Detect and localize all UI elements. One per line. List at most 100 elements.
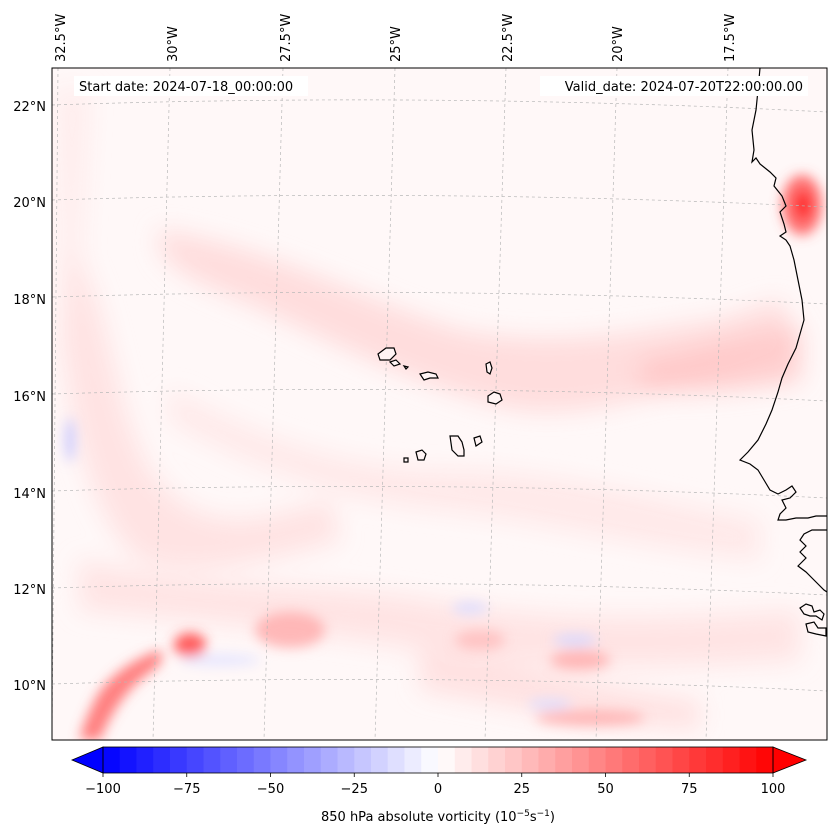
island-fogo <box>415 449 427 461</box>
colorbar-segment <box>722 747 740 773</box>
vorticity-min-2 <box>553 634 597 646</box>
vorticity-maxima <box>65 175 822 740</box>
colorbar-segment <box>471 747 489 773</box>
island-brava <box>403 457 409 463</box>
colorbar-segment <box>438 747 456 773</box>
vorticity-band-south <box>80 560 800 667</box>
colorbar-segments <box>103 747 774 773</box>
valid-date-box: Valid_date: 2024-07-20T22:00:00.00 <box>540 76 808 96</box>
colorbar-segment <box>203 747 221 773</box>
lon-label-32-5w: 32.5°W <box>54 14 69 62</box>
colorbar-segment <box>454 747 472 773</box>
island-maio <box>473 435 483 447</box>
colorbar-segment <box>421 747 439 773</box>
colorbar-segment <box>756 747 774 773</box>
colorbar-segment <box>119 747 137 773</box>
lat-label-12n: 12°N <box>13 583 46 598</box>
lat-label-14n: 14°N <box>13 487 46 502</box>
lat-label-20n: 20°N <box>13 196 46 211</box>
lat-label-16n: 16°N <box>13 390 46 405</box>
cb-tick-75: 75 <box>681 782 698 797</box>
colorbar-segment <box>538 747 556 773</box>
lat-label-18n: 18°N <box>13 293 46 308</box>
start-date-box: Start date: 2024-07-18_00:00:00 <box>74 76 308 96</box>
colorbar-segment <box>220 747 238 773</box>
vorticity-min-5 <box>180 654 260 666</box>
colorbar-segment <box>639 747 657 773</box>
colorbar-extend-min <box>70 746 104 774</box>
colorbar-segment <box>170 747 188 773</box>
cb-tick-0: 0 <box>434 782 442 797</box>
cb-tick-50: 50 <box>597 782 614 797</box>
lon-label-27-5w: 27.5°W <box>279 14 294 62</box>
vorticity-max-south-3 <box>535 710 645 726</box>
lon-label-17-5w: 17.5°W <box>723 14 738 62</box>
cb-tick-neg100: −100 <box>85 782 121 797</box>
lon-label-30w: 30°W <box>166 26 181 62</box>
cb-tick-neg50: −50 <box>257 782 284 797</box>
colorbar-segment <box>555 747 573 773</box>
cape-verde-islands <box>377 347 503 463</box>
vorticity-min-1 <box>65 418 75 462</box>
colorbar-segment <box>387 747 405 773</box>
colorbar-segment <box>588 747 606 773</box>
longitude-labels: 32.5°W 30°W 27.5°W 25°W 22.5°W 20°W 17.5… <box>54 14 738 62</box>
colorbar-segment <box>672 747 690 773</box>
map-frame <box>51 67 828 741</box>
lon-label-25w: 25°W <box>389 26 404 62</box>
colorbar-segment <box>287 747 305 773</box>
colorbar-segment <box>488 747 506 773</box>
vorticity-band-west-edge <box>55 90 90 300</box>
island-boa-vista <box>487 391 503 405</box>
coastline <box>738 68 827 637</box>
map-panel <box>52 68 827 740</box>
colorbar-segment <box>103 747 121 773</box>
vorticity-max-coast-core <box>795 191 811 219</box>
cb-tick-neg75: −75 <box>173 782 200 797</box>
vorticity-max-south-2 <box>550 650 610 670</box>
lon-label-22-5w: 22.5°W <box>501 14 516 62</box>
island-santo-antao <box>377 347 397 361</box>
vorticity-streak-southwest <box>80 650 162 740</box>
cb-tick-25: 25 <box>513 782 530 797</box>
vorticity-max-southwest <box>174 633 206 657</box>
colorbar-segment <box>706 747 724 773</box>
colorbar-segment <box>605 747 623 773</box>
cb-tick-neg25: −25 <box>341 782 368 797</box>
latitude-labels: 22°N 20°N 18°N 16°N 14°N 12°N 10°N <box>13 100 46 694</box>
lat-label-10n: 10°N <box>13 679 46 694</box>
cb-tick-100: 100 <box>761 782 786 797</box>
island-sal <box>485 361 493 375</box>
colorbar-segment <box>270 747 288 773</box>
vorticity-band-bottom <box>420 650 700 730</box>
vorticity-band-central <box>170 390 760 560</box>
coastline-guinea <box>797 529 827 593</box>
start-date-text: Start date: 2024-07-18_00:00:00 <box>79 80 293 95</box>
gridlines <box>52 68 827 740</box>
coastline-islands-bissagos <box>799 603 827 637</box>
colorbar-segment <box>186 747 204 773</box>
colorbar-label: 850 hPa absolute vorticity (10−5s−1) <box>321 809 555 825</box>
colorbar-segment <box>622 747 640 773</box>
colorbar-tick-labels: −100 −75 −50 −25 0 25 50 75 100 <box>85 782 785 797</box>
lat-label-22n: 22°N <box>13 100 46 115</box>
colorbar-segment <box>505 747 523 773</box>
colorbar-segment <box>237 747 255 773</box>
vorticity-min-4 <box>528 699 572 709</box>
colorbar: −100 −75 −50 −25 0 25 50 75 100 850 hPa … <box>70 746 808 825</box>
colorbar-segment <box>320 747 338 773</box>
colorbar-segment <box>153 747 171 773</box>
colorbar-segment <box>521 747 539 773</box>
colorbar-segment <box>304 747 322 773</box>
island-sao-nicolau <box>419 371 439 381</box>
colorbar-segment <box>404 747 422 773</box>
island-santa-luzia <box>402 365 410 370</box>
colorbar-segment <box>572 747 590 773</box>
colorbar-segment <box>655 747 673 773</box>
lon-label-20w: 20°W <box>611 26 626 62</box>
vorticity-band-north <box>158 230 800 412</box>
island-sao-vicente <box>388 359 402 367</box>
vorticity-band-trough <box>640 330 800 392</box>
colorbar-segment <box>689 747 707 773</box>
